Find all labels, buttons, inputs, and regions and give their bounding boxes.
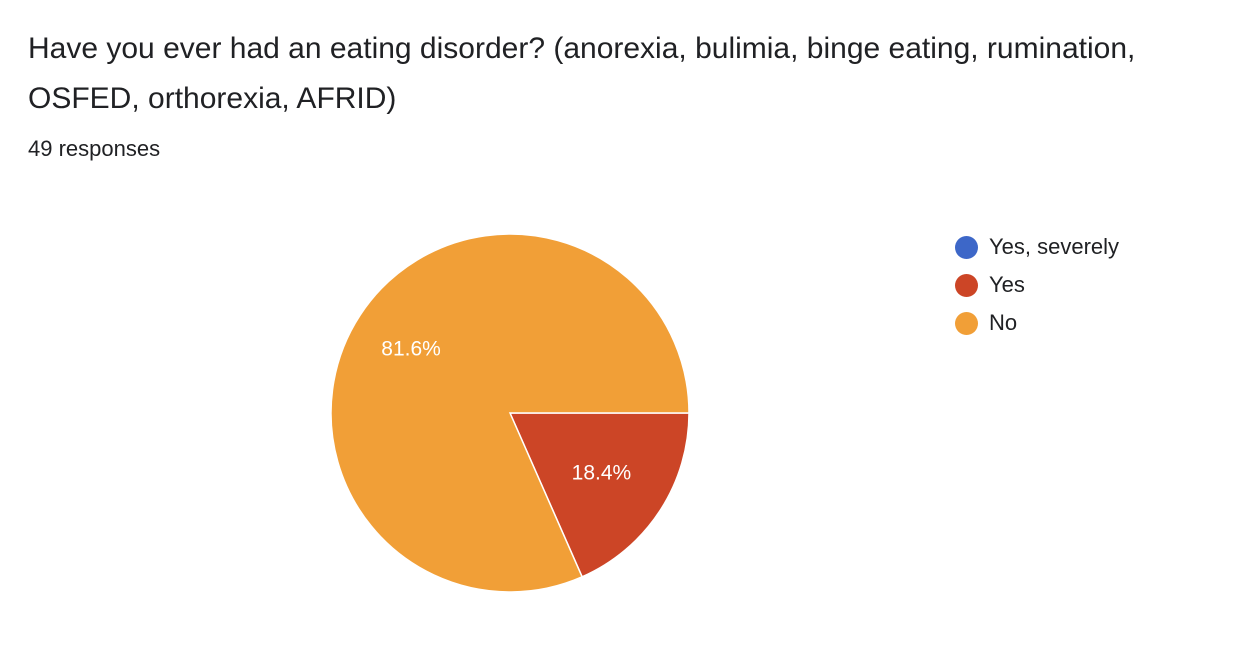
legend-label: No xyxy=(989,310,1018,335)
pie-slice-yes[interactable] xyxy=(508,412,690,578)
legend-label: Yes, severely xyxy=(989,234,1120,259)
legend-item[interactable]: No xyxy=(955,304,1119,342)
pie-slice-no[interactable] xyxy=(330,233,690,593)
legend-item[interactable]: Yes xyxy=(955,266,1119,304)
chart-legend: Yes, severely Yes No xyxy=(955,228,1119,342)
slice-value-label: 18.4% xyxy=(572,462,632,485)
legend-item[interactable]: Yes, severely xyxy=(955,228,1119,266)
legend-swatch xyxy=(955,235,978,259)
legend-swatch xyxy=(955,273,978,297)
question-title: Have you ever had an eating disorder? (a… xyxy=(28,32,1136,115)
legend-swatch xyxy=(955,311,978,335)
slice-value-label: 81.6% xyxy=(381,337,441,360)
response-count: 49 responses xyxy=(28,136,161,161)
legend-label: Yes xyxy=(989,272,1025,297)
